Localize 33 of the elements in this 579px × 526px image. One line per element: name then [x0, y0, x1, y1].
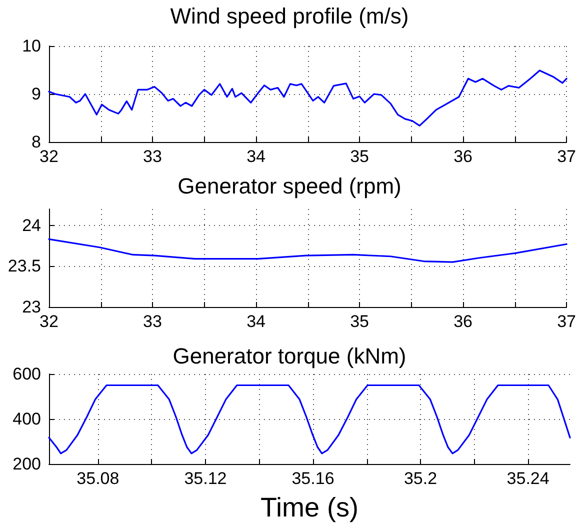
- x-tick-label: 35.24: [506, 469, 550, 488]
- line-series: [48, 70, 568, 126]
- x-tick-label: 37: [557, 312, 576, 331]
- x-tick-label: 34: [246, 147, 266, 166]
- y-tick-label: 10: [22, 36, 41, 56]
- x-tick-label: 35.12: [184, 469, 227, 488]
- x-tick-label: 35.08: [76, 469, 120, 488]
- x-tick-label: 36: [454, 312, 472, 331]
- y-tick-label: 8: [32, 132, 41, 152]
- y-tick-label: 600: [12, 364, 41, 384]
- x-tick-label: 35.16: [292, 469, 334, 488]
- y-tick-label: 23.5: [8, 256, 41, 276]
- chart-title: Generator speed (rpm): [178, 174, 402, 198]
- x-tick-label: 35.2: [404, 469, 438, 488]
- x-tick-label: 32: [40, 147, 58, 166]
- y-tick-label: 24: [22, 216, 41, 235]
- x-tick-label: 33: [143, 147, 162, 166]
- y-tick-label: 9: [32, 84, 41, 104]
- x-tick-label: 35: [350, 147, 369, 166]
- x-axis-title: Time (s): [260, 492, 358, 522]
- line-series: [48, 238, 568, 263]
- y-tick-label: 200: [12, 454, 41, 474]
- x-tick-label: 33: [143, 312, 162, 331]
- y-tick-label: 23: [22, 298, 41, 316]
- x-tick-label: 36: [454, 147, 472, 166]
- x-tick-label: 35: [350, 312, 369, 331]
- line-series: [48, 384, 571, 454]
- x-tick-label: 34: [246, 312, 266, 331]
- y-tick-label: 400: [12, 410, 41, 428]
- chart-title: Generator torque (kNm): [172, 344, 406, 368]
- x-tick-label: 32: [40, 312, 58, 331]
- x-tick-label: 37: [557, 147, 576, 166]
- chart-title: Wind speed profile (m/s): [170, 4, 409, 28]
